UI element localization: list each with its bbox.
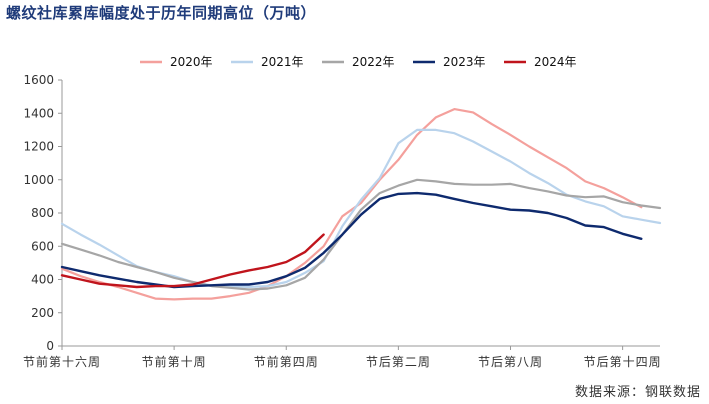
- series-line-2023: [60, 191, 643, 289]
- series-line-2022: [60, 178, 662, 291]
- y-tick-label: 0: [46, 339, 54, 353]
- x-tick-label: 节前第十周: [142, 354, 207, 369]
- data-source: 数据来源：钢联数据: [574, 385, 701, 400]
- x-tick-label: 节后第二周: [366, 355, 431, 369]
- y-tick-label: 400: [31, 273, 54, 287]
- legend-label: 2022年: [352, 55, 395, 69]
- legend-label: 2024年: [534, 55, 577, 69]
- y-tick-label: 600: [31, 239, 54, 253]
- y-tick-label: 1600: [23, 73, 54, 87]
- series-line-2020: [60, 107, 643, 301]
- legend-label: 2023年: [443, 55, 486, 69]
- series-line-2024: [60, 233, 325, 289]
- x-tick-label: 节前第十六周: [23, 354, 101, 369]
- legend-label: 2020年: [170, 55, 213, 69]
- chart-title: 螺纹社库累库幅度处于历年同期高位（万吨）: [6, 4, 317, 22]
- legend-label: 2021年: [261, 55, 304, 69]
- x-tick-label: 节后第十四周: [584, 355, 662, 369]
- y-tick-label: 1200: [23, 140, 54, 154]
- y-tick-label: 1000: [23, 173, 54, 187]
- x-tick-label: 节前第四周: [254, 354, 319, 369]
- y-tick-label: 1400: [23, 106, 54, 120]
- y-tick-label: 200: [31, 306, 54, 320]
- y-tick-label: 800: [31, 206, 54, 220]
- x-tick-label: 节后第八周: [478, 355, 543, 369]
